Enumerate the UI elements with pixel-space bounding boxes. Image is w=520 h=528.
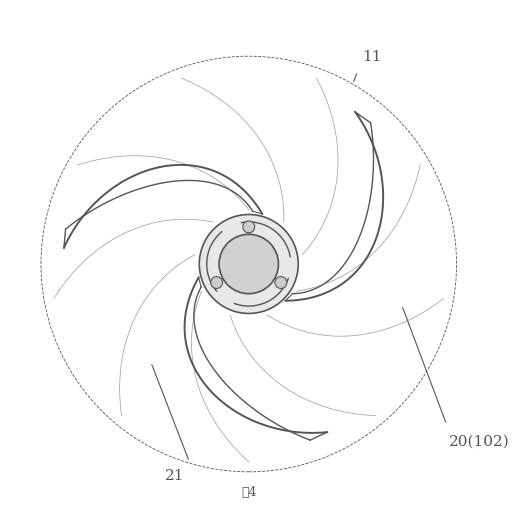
Text: 11: 11 bbox=[362, 50, 382, 63]
Circle shape bbox=[219, 234, 278, 294]
Text: 図4: 図4 bbox=[241, 486, 256, 499]
Circle shape bbox=[211, 277, 223, 288]
Circle shape bbox=[199, 214, 298, 314]
Circle shape bbox=[275, 277, 287, 288]
Circle shape bbox=[243, 221, 255, 233]
Text: 21: 21 bbox=[165, 469, 184, 483]
Text: 20(102): 20(102) bbox=[449, 435, 510, 449]
